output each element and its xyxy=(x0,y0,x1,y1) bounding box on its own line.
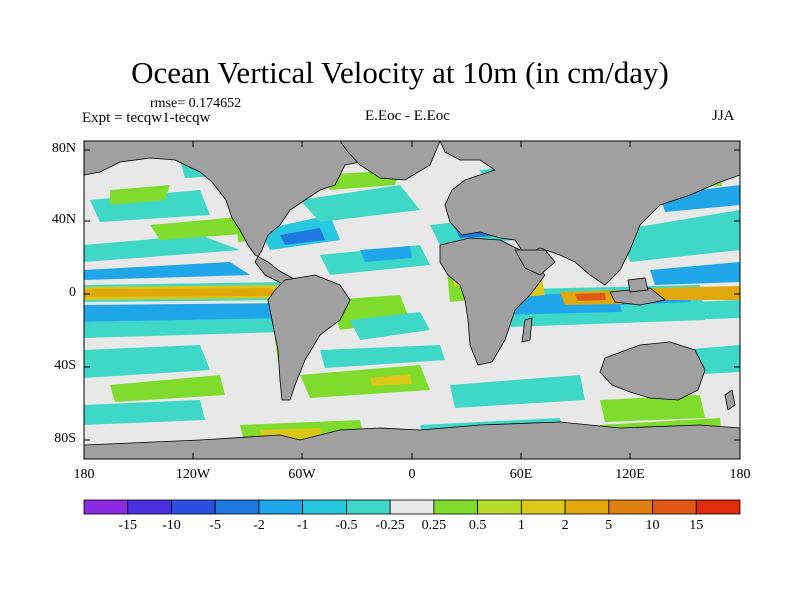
colorbar-swatch xyxy=(127,499,172,515)
land-masses xyxy=(83,140,741,460)
map-title: Ocean Vertical Velocity at 10m (in cm/da… xyxy=(131,55,669,90)
north-pacific-cyan-1 xyxy=(84,235,240,262)
southern-ocean-cyan-2 xyxy=(84,400,205,425)
equatorial-band-orange xyxy=(84,288,280,297)
lat-tick-label: 40S xyxy=(54,358,76,373)
colorbar-swatch xyxy=(608,499,653,515)
lon-tick-marks xyxy=(83,141,741,459)
colorbar-swatch xyxy=(477,499,522,515)
north-atlantic-cyan xyxy=(300,185,420,222)
colorbar-swatch xyxy=(258,499,304,515)
colorbar-swatch xyxy=(389,499,435,515)
colorbar-tick-label: 2 xyxy=(561,518,569,533)
southern-ocean-yellow xyxy=(370,374,412,386)
rmse-label: rmse= 0.174652 xyxy=(150,96,242,111)
colorbar-swatch xyxy=(214,499,260,515)
greenland-land xyxy=(339,140,441,181)
colorbar-tick-label: -1 xyxy=(296,518,309,533)
northwest-pacific-cyan xyxy=(620,210,740,262)
east-pacific-equator-orange xyxy=(650,286,740,300)
lat-tick-label: 80N xyxy=(51,141,76,156)
lon-tick-label: 180 xyxy=(729,467,751,482)
north-pacific-green-2 xyxy=(110,185,170,205)
colorbar-swatch xyxy=(345,499,391,515)
southern-ocean-cyan-4 xyxy=(450,375,585,408)
southern-ocean-cyan-1 xyxy=(84,345,210,378)
south-pacific-blue-band xyxy=(84,303,300,322)
colorbar-tick-label: -0.5 xyxy=(335,518,358,533)
colorbar-swatch xyxy=(695,499,741,515)
colorbar-tick-label: -0.25 xyxy=(375,518,405,533)
colorbar-tick-label: -15 xyxy=(118,518,138,533)
north-pacific-blue-1 xyxy=(84,262,250,280)
center-label: E.Eoc - E.Eoc xyxy=(365,108,450,124)
tropical-atlantic-blue xyxy=(360,246,412,262)
australia-land xyxy=(599,341,706,401)
arabia-land xyxy=(514,249,556,276)
southern-ocean-green-1 xyxy=(110,375,225,402)
colorbar-swatch xyxy=(83,499,129,515)
africa-land xyxy=(439,237,546,366)
season-label: JJA xyxy=(712,108,735,124)
lat-tick-label: 80S xyxy=(54,431,76,446)
colorbar-swatch xyxy=(171,499,216,515)
colorbar-swatch xyxy=(652,499,697,515)
lat-tick-marks xyxy=(84,149,740,441)
southern-ocean-green-3 xyxy=(600,395,705,422)
lon-tick-label: 60W xyxy=(288,467,316,482)
south-america-land xyxy=(267,274,351,401)
colorbar-tick-label: 0.5 xyxy=(468,518,487,533)
colorbar xyxy=(83,499,741,515)
lon-tick-label: 180 xyxy=(73,467,95,482)
colorbar-tick-label: 0.25 xyxy=(421,518,447,533)
colorbar-tick-label: -2 xyxy=(253,518,265,533)
lon-tick-label: 120E xyxy=(615,467,645,482)
colorbar-swatch xyxy=(564,499,610,515)
colorbar-swatch xyxy=(302,499,347,515)
colorbar-tick-label: 15 xyxy=(689,518,704,533)
south-atlantic-cyan xyxy=(350,312,430,340)
lon-tick-label: 120W xyxy=(175,467,211,482)
southern-ocean-cyan-3 xyxy=(320,345,445,368)
borneo-land xyxy=(627,277,649,293)
madagascar-land xyxy=(521,317,533,343)
new-zealand-land xyxy=(724,389,736,411)
colorbar-swatch xyxy=(520,499,566,515)
colorbar-tick-label: -10 xyxy=(162,518,181,533)
lat-tick-label: 40N xyxy=(51,212,76,227)
east-pacific-equator-cyan xyxy=(620,300,740,322)
experiment-label: Expt = tecqw1-tecqw xyxy=(82,110,211,126)
east-pacific-blue xyxy=(650,262,740,285)
northwest-pacific-blue xyxy=(660,185,740,212)
colorbar-swatch xyxy=(433,499,479,515)
indian-ocean-red xyxy=(575,293,606,301)
lon-tick-label: 0 xyxy=(408,467,416,482)
southern-ocean-green-2 xyxy=(300,365,430,398)
colorbar-tick-label: -5 xyxy=(209,518,222,533)
central-pacific-blue xyxy=(280,228,325,245)
south-pacific-cyan-band xyxy=(84,318,290,338)
north-america-land xyxy=(83,140,381,286)
lon-tick-label: 60E xyxy=(509,467,533,482)
colorbar-tick-label: 5 xyxy=(605,518,613,533)
lat-tick-label: 0 xyxy=(69,285,76,300)
colorbar-tick-label: 10 xyxy=(645,518,660,533)
colorbar-tick-label: 1 xyxy=(517,518,525,533)
